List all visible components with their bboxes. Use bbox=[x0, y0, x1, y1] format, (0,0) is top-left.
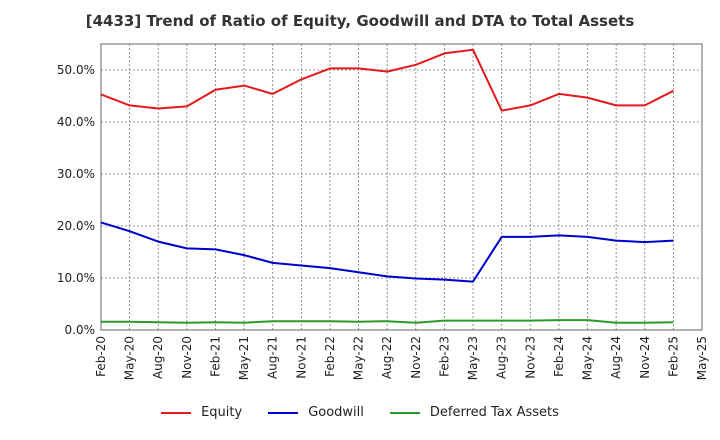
legend-label-equity: Equity bbox=[201, 405, 243, 420]
y-tick-label: 30.0% bbox=[57, 167, 95, 181]
x-tick-label: Feb-23 bbox=[437, 336, 451, 377]
chart-title: [4433] Trend of Ratio of Equity, Goodwil… bbox=[85, 12, 635, 30]
x-tick-label: May-25 bbox=[695, 336, 709, 380]
x-tick-label: Aug-23 bbox=[495, 336, 509, 379]
legend-swatch-equity bbox=[161, 411, 192, 414]
x-tick-label: Nov-23 bbox=[523, 336, 537, 379]
legend-swatch-goodwill bbox=[268, 411, 299, 414]
x-tick-label: Aug-24 bbox=[609, 336, 623, 379]
x-tick-label: Nov-24 bbox=[638, 336, 652, 379]
x-tick-label: Nov-22 bbox=[409, 336, 423, 379]
legend-label-goodwill: Goodwill bbox=[308, 405, 364, 420]
legend-item-deferred-tax-assets: Deferred Tax Assets bbox=[389, 405, 559, 420]
y-tick-label: 0.0% bbox=[65, 323, 96, 337]
series-line-equity bbox=[100, 48, 674, 112]
x-tick-label: May-22 bbox=[352, 336, 366, 380]
x-tick-label: Feb-25 bbox=[666, 336, 680, 377]
x-tick-label: Aug-21 bbox=[266, 336, 280, 379]
x-tick-label: Feb-24 bbox=[552, 336, 566, 377]
y-tick-label: 50.0% bbox=[57, 63, 95, 77]
legend-item-goodwill: Goodwill bbox=[268, 405, 364, 420]
legend: Equity Goodwill Deferred Tax Assets bbox=[0, 405, 720, 420]
x-tick-label: Aug-20 bbox=[151, 336, 165, 379]
y-tick-label: 20.0% bbox=[57, 219, 95, 233]
x-tick-label: Aug-22 bbox=[380, 336, 394, 379]
plot-frame bbox=[100, 43, 703, 331]
x-tick-label: May-23 bbox=[466, 336, 480, 380]
x-tick-label: Nov-20 bbox=[180, 336, 194, 379]
x-tick-label: Feb-21 bbox=[208, 336, 222, 377]
legend-item-equity: Equity bbox=[161, 405, 242, 420]
x-tick-label: Nov-21 bbox=[294, 336, 308, 379]
x-tick-label: May-21 bbox=[237, 336, 251, 380]
y-tick-label: 10.0% bbox=[57, 271, 95, 285]
legend-swatch-deferred-tax-assets bbox=[389, 411, 420, 414]
series-line-deferred-tax-assets bbox=[101, 319, 674, 324]
x-tick-label: Feb-22 bbox=[323, 336, 337, 377]
y-tick-label: 40.0% bbox=[57, 115, 95, 129]
legend-label-deferred-tax-assets: Deferred Tax Assets bbox=[429, 405, 559, 420]
x-tick-label: Feb-20 bbox=[94, 336, 108, 377]
series-line-goodwill bbox=[100, 221, 674, 283]
x-tick-label: May-20 bbox=[123, 336, 137, 380]
x-tick-label: May-24 bbox=[581, 336, 595, 380]
